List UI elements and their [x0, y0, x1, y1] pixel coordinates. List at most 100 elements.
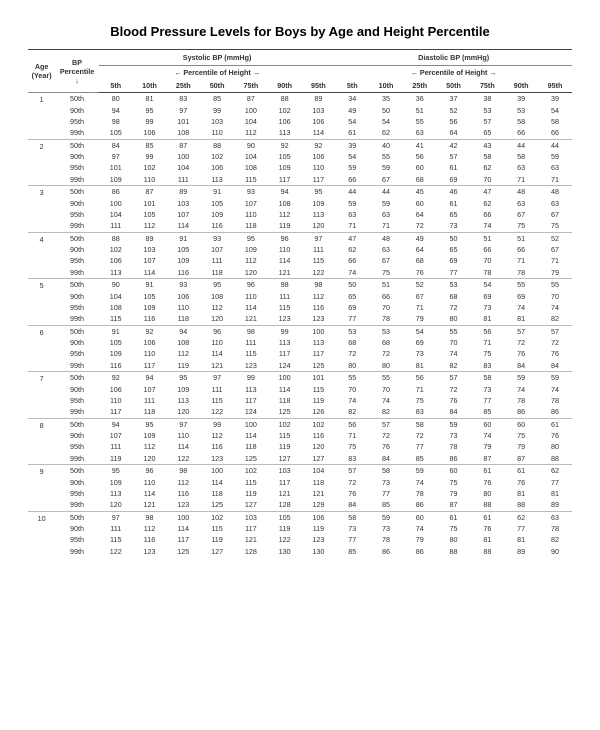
- table-header: Age (Year) BP Percentile↓ Systolic BP (m…: [28, 50, 572, 93]
- sys-cell: 105: [133, 290, 167, 301]
- dia-cell: 76: [470, 523, 504, 534]
- sys-cell: 98: [302, 279, 336, 291]
- dia-cell: 72: [538, 337, 572, 348]
- dia-cell: 66: [369, 290, 403, 301]
- sys-cell: 110: [268, 244, 302, 255]
- dia-cell: 48: [538, 186, 572, 198]
- dia-cell: 53: [470, 104, 504, 115]
- sys-cell: 102: [302, 418, 336, 430]
- dia-cell: 58: [335, 511, 369, 523]
- table-row: 99th10911011111311511711766676869707171: [28, 174, 572, 186]
- sys-cell: 83: [166, 93, 200, 105]
- sys-cell: 121: [234, 534, 268, 545]
- hdr-pct-col: 95th: [302, 79, 336, 93]
- table-row: 750th929495979910010155555657585959: [28, 372, 572, 384]
- sys-cell: 113: [99, 488, 133, 499]
- dia-cell: 80: [369, 360, 403, 372]
- dia-cell: 59: [369, 197, 403, 208]
- dia-cell: 74: [538, 383, 572, 394]
- sys-cell: 94: [166, 325, 200, 337]
- sys-cell: 91: [133, 279, 167, 291]
- sys-cell: 123: [133, 546, 167, 557]
- bp-table: Age (Year) BP Percentile↓ Systolic BP (m…: [28, 49, 572, 557]
- dia-cell: 78: [369, 313, 403, 325]
- dia-cell: 74: [504, 302, 538, 313]
- sys-cell: 116: [302, 302, 336, 313]
- bp-percentile-cell: 99th: [55, 174, 99, 186]
- dia-cell: 82: [369, 406, 403, 418]
- dia-cell: 74: [437, 348, 471, 359]
- dia-cell: 34: [335, 93, 369, 105]
- sys-cell: 106: [302, 511, 336, 523]
- sys-cell: 119: [268, 441, 302, 452]
- sys-cell: 121: [234, 313, 268, 325]
- hdr-diastolic: Diastolic BP (mmHg): [335, 50, 572, 66]
- sys-cell: 115: [200, 395, 234, 406]
- age-cell: 1: [28, 93, 55, 140]
- dia-cell: 63: [369, 244, 403, 255]
- sys-cell: 90: [234, 139, 268, 151]
- sys-cell: 92: [133, 325, 167, 337]
- sys-cell: 119: [99, 453, 133, 465]
- sys-cell: 110: [166, 430, 200, 441]
- sys-cell: 85: [200, 93, 234, 105]
- dia-cell: 60: [470, 418, 504, 430]
- dia-cell: 84: [504, 360, 538, 372]
- hdr-pct-col: 90th: [268, 79, 302, 93]
- dia-cell: 82: [437, 360, 471, 372]
- sys-cell: 110: [234, 290, 268, 301]
- dia-cell: 69: [437, 255, 471, 266]
- dia-cell: 56: [437, 116, 471, 127]
- sys-cell: 100: [166, 511, 200, 523]
- dia-cell: 59: [538, 372, 572, 384]
- sys-cell: 111: [99, 523, 133, 534]
- dia-cell: 43: [470, 139, 504, 151]
- sys-cell: 102: [133, 162, 167, 173]
- dia-cell: 44: [504, 139, 538, 151]
- dia-cell: 55: [538, 279, 572, 291]
- sys-cell: 112: [166, 348, 200, 359]
- dia-cell: 55: [369, 372, 403, 384]
- dia-cell: 86: [369, 546, 403, 557]
- sys-cell: 100: [268, 372, 302, 384]
- sys-cell: 111: [200, 255, 234, 266]
- dia-cell: 66: [504, 244, 538, 255]
- dia-cell: 64: [403, 244, 437, 255]
- dia-cell: 68: [403, 174, 437, 186]
- hdr-pct-col: 10th: [133, 79, 167, 93]
- dia-cell: 75: [470, 348, 504, 359]
- dia-cell: 58: [504, 116, 538, 127]
- sys-cell: 94: [99, 418, 133, 430]
- dia-cell: 68: [437, 290, 471, 301]
- dia-cell: 53: [504, 104, 538, 115]
- dia-cell: 55: [504, 279, 538, 291]
- table-body: 150th808183858788893435363738393990th949…: [28, 93, 572, 558]
- dia-cell: 59: [538, 151, 572, 162]
- dia-cell: 67: [504, 209, 538, 220]
- dia-cell: 55: [437, 325, 471, 337]
- sys-cell: 102: [234, 465, 268, 477]
- sys-cell: 102: [200, 511, 234, 523]
- sys-cell: 113: [302, 209, 336, 220]
- sys-cell: 110: [133, 348, 167, 359]
- age-cell: 3: [28, 186, 55, 233]
- sys-cell: 96: [133, 465, 167, 477]
- sys-cell: 87: [166, 139, 200, 151]
- dia-cell: 57: [437, 151, 471, 162]
- sys-cell: 116: [166, 488, 200, 499]
- sys-cell: 122: [200, 406, 234, 418]
- dia-cell: 71: [538, 174, 572, 186]
- dia-cell: 57: [335, 465, 369, 477]
- dia-cell: 57: [437, 372, 471, 384]
- hdr-pct-col: 10th: [369, 79, 403, 93]
- sys-cell: 87: [133, 186, 167, 198]
- bp-percentile-cell: 90th: [55, 197, 99, 208]
- dia-cell: 76: [504, 476, 538, 487]
- dia-cell: 72: [403, 430, 437, 441]
- dia-cell: 84: [538, 360, 572, 372]
- sys-cell: 112: [200, 302, 234, 313]
- bp-percentile-cell: 99th: [55, 499, 99, 511]
- dia-cell: 57: [538, 325, 572, 337]
- table-row: 90th9495979910010210349505152535354: [28, 104, 572, 115]
- dia-cell: 62: [335, 244, 369, 255]
